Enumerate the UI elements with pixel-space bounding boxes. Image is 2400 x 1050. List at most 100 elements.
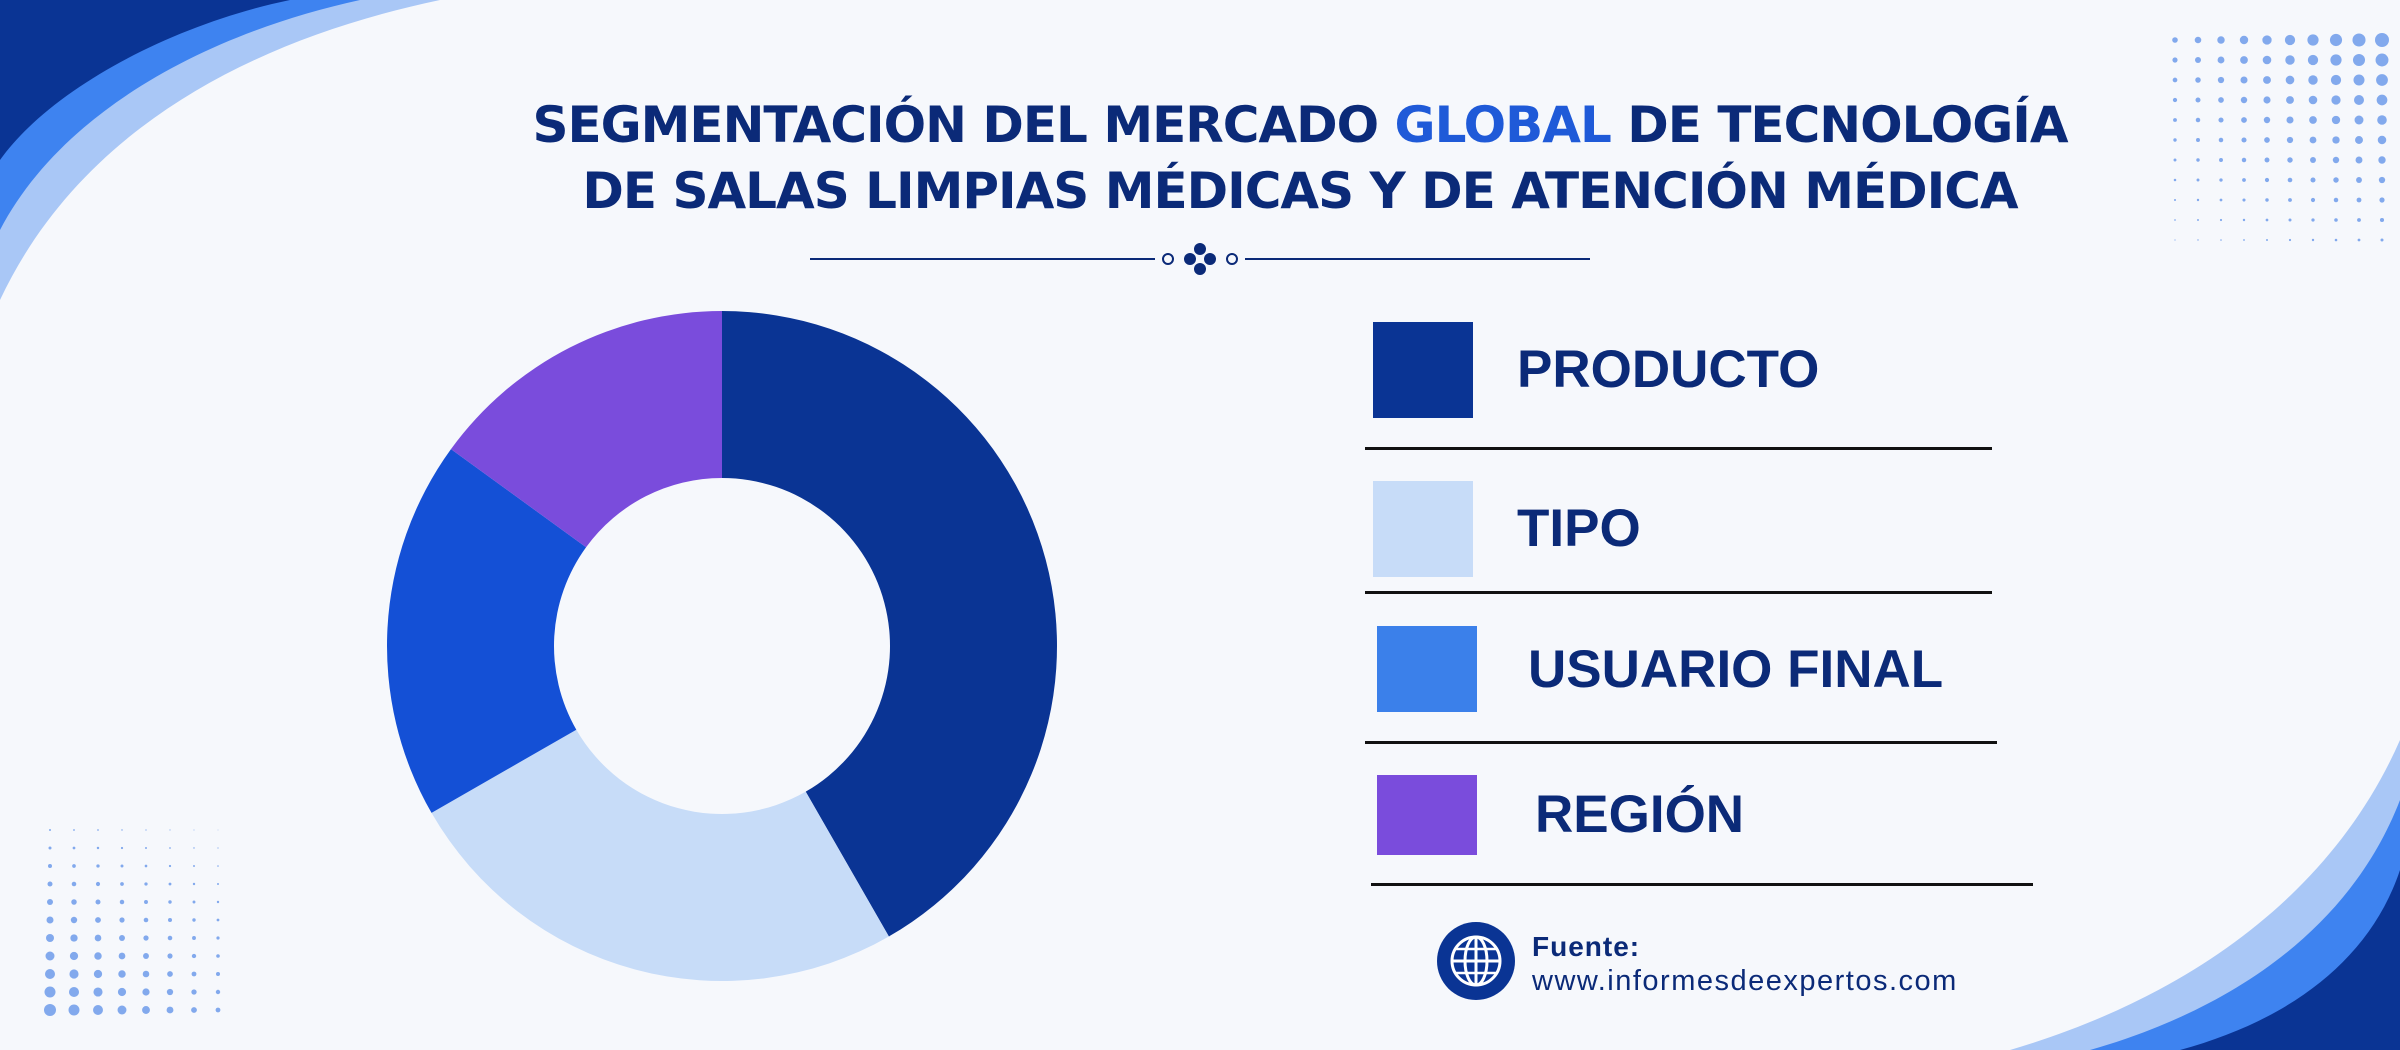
decor-dot: [143, 935, 149, 941]
decor-dot: [93, 969, 103, 979]
decor-dot: [2262, 35, 2272, 45]
decor-dot: [192, 882, 196, 886]
decor-dot: [2331, 115, 2341, 125]
decor-dot: [95, 881, 101, 887]
decor-dot: [192, 918, 196, 922]
decor-dot: [2284, 34, 2296, 46]
legend-label: PRODUCTO: [1517, 340, 1820, 399]
decor-dot: [120, 864, 124, 868]
decor-dot: [2197, 239, 2199, 241]
decor-dot: [120, 846, 124, 850]
legend-label: REGIÓN: [1535, 785, 1745, 844]
decor-dot: [2220, 239, 2222, 241]
decor-dot: [144, 864, 148, 868]
decor-dot: [2288, 238, 2292, 242]
decor-dot: [2310, 157, 2316, 163]
decor-dot: [2265, 198, 2269, 202]
legend-divider: [1365, 741, 1997, 744]
decor-dot: [215, 1007, 221, 1013]
decor-dot: [143, 953, 149, 959]
decor-dot: [216, 918, 220, 922]
decor-dot: [44, 986, 56, 998]
decor-dot: [118, 952, 126, 960]
decor-dot: [217, 829, 219, 831]
decor-dot: [169, 847, 171, 849]
decor-dot: [2353, 74, 2365, 86]
decor-dot: [2307, 54, 2319, 66]
decor-dot: [47, 881, 53, 887]
legend-divider: [1365, 447, 1992, 450]
decor-dot: [2330, 54, 2342, 66]
decor-dot: [2242, 218, 2246, 222]
donut-chart: [387, 311, 1057, 981]
decor-dot: [2241, 117, 2247, 123]
decor-dot: [2173, 138, 2177, 142]
decor-dot: [2264, 137, 2270, 143]
decor-dot: [2285, 75, 2295, 85]
donut-slice-usuario-final: [387, 449, 587, 813]
decor-dot: [95, 917, 101, 923]
decor-dot: [2239, 35, 2249, 45]
decor-dot: [2376, 94, 2388, 106]
decor-dot: [2379, 217, 2385, 223]
decor-dot: [119, 917, 125, 923]
decor-dot: [2173, 118, 2177, 122]
decor-dot: [2217, 76, 2225, 84]
decor-dot: [119, 899, 125, 905]
decor-dot: [216, 900, 220, 904]
decor-dot: [93, 987, 103, 997]
decor-dot: [2375, 53, 2389, 67]
decor-dot: [192, 936, 196, 940]
decor-dot: [2288, 198, 2292, 202]
decor-dot: [2173, 198, 2177, 202]
decor-dot: [217, 847, 219, 849]
source-link[interactable]: www.informesdeexpertos.com: [1532, 965, 1958, 997]
decor-dot: [142, 970, 150, 978]
source-block: Fuente: www.informesdeexpertos.com: [1436, 921, 2136, 1011]
title-line-2: DE SALAS LIMPIAS MÉDICAS Y DE ATENCIÓN M…: [582, 162, 2018, 220]
decor-dot: [2334, 238, 2338, 242]
decor-dot: [2354, 115, 2364, 125]
decor-dot: [142, 1006, 150, 1014]
legend-label: TIPO: [1517, 499, 1641, 558]
decor-dot: [2354, 95, 2364, 105]
decor-dot: [49, 829, 51, 831]
decor-dot: [2197, 219, 2199, 221]
decor-dot: [2380, 238, 2384, 242]
decor-dot: [2196, 158, 2200, 162]
decor-dot: [2173, 158, 2177, 162]
decor-dot: [2196, 198, 2200, 202]
decor-dot: [168, 918, 172, 922]
decor-dot: [2218, 97, 2224, 103]
legend-swatch: [1373, 481, 1473, 577]
decor-dot: [216, 936, 220, 940]
decor-dot: [2357, 218, 2361, 222]
decor-dot: [70, 934, 78, 942]
decor-dot: [2219, 218, 2223, 222]
decor-dot: [117, 1005, 127, 1015]
decor-dot: [2355, 136, 2363, 144]
decor-dot: [2332, 156, 2340, 164]
decor-dot: [2377, 135, 2387, 145]
decor-dot: [95, 899, 101, 905]
source-label: Fuente:: [1532, 931, 1641, 962]
decor-dot: [2356, 197, 2362, 203]
decor-dot: [215, 989, 221, 995]
decor-dot: [46, 916, 54, 924]
legend-divider: [1365, 591, 1992, 594]
decor-dot: [70, 916, 78, 924]
legend-swatch: [1377, 626, 1477, 712]
decor-dot: [73, 829, 75, 831]
decor-dot: [191, 953, 197, 959]
decor-dot: [193, 847, 195, 849]
decor-dot: [2172, 37, 2178, 43]
decor-dot: [2309, 136, 2317, 144]
decor-dot: [2332, 136, 2340, 144]
decor-dot: [216, 972, 220, 976]
decor-dot: [2331, 95, 2341, 105]
decor-dot: [69, 951, 79, 961]
decor-dot: [2352, 53, 2366, 67]
decor-dot: [2263, 76, 2271, 84]
decor-dot: [2379, 197, 2385, 203]
corner-wave-bottom-right-dark: [2180, 870, 2400, 1050]
